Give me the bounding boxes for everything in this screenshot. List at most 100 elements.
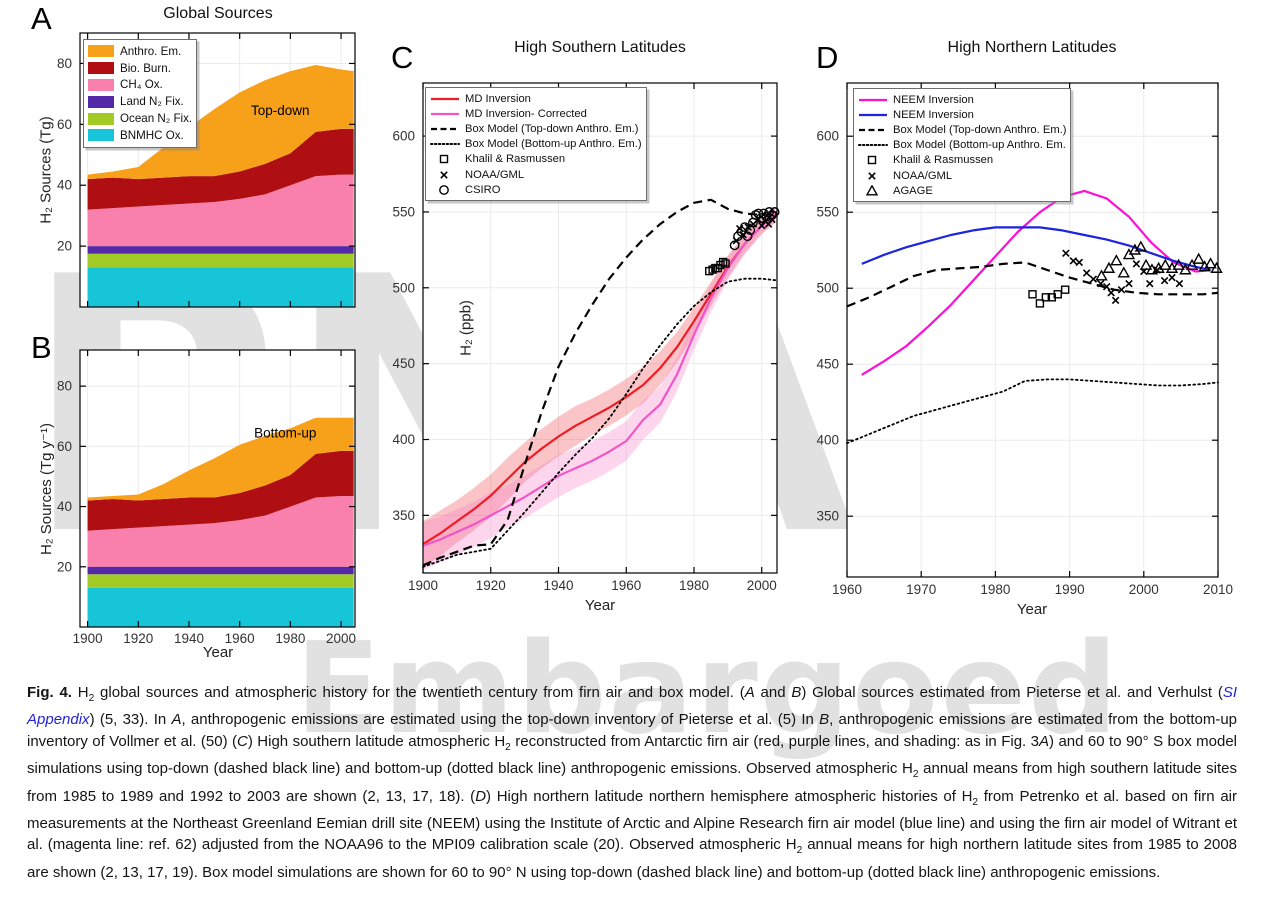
caption-segment: and (754, 684, 792, 701)
panel-b-x-axis-label: Year (202, 644, 234, 661)
svg-text:350: 350 (816, 509, 839, 524)
series-neem-inversion-instaar-firn-model (861, 226, 1211, 272)
line-sample-icon (858, 144, 888, 147)
legend-entry-csiro: CSIRO (430, 182, 642, 197)
area-land-n-fix (87, 246, 354, 254)
legend-label: Anthro. Em. (120, 44, 182, 58)
legend-label: Box Model (Top-down Anthro. Em.) (465, 122, 639, 135)
line-sample-icon (431, 112, 459, 115)
series-box-model-top-down-anthro-em (422, 198, 776, 567)
legend-entry-neem-inversion: NEEM Inversion (858, 107, 1066, 122)
markers-khalil-rasmussen (1028, 285, 1070, 308)
caption-segment: 2 (912, 769, 919, 781)
legend-sample (430, 153, 460, 165)
legend-entry-noaa-gml: NOAA/GML (430, 167, 642, 182)
series-box-model-top-down-anthro-em (846, 261, 1219, 308)
legend-entry-md-inversion-corrected: MD Inversion- Corrected (430, 106, 642, 121)
panel-a-legend: Anthro. Em. Bio. Burn. CH₄ Ox. Land N₂ Fix.… (83, 39, 198, 148)
svg-text:60: 60 (57, 117, 72, 132)
legend-label: BNMHC Ox. (120, 128, 184, 142)
svg-text:1960: 1960 (225, 631, 255, 646)
svg-text:80: 80 (57, 379, 72, 394)
caption-segment: 2 (972, 796, 979, 808)
legend-sample (858, 109, 888, 121)
panel-c-y-axis-label: H₂ (ppb) (457, 300, 475, 356)
markers-khalil-rasmussen (705, 257, 730, 276)
legend-sample (858, 139, 888, 151)
svg-text:600: 600 (392, 129, 415, 144)
series-md-inversion-corrected (422, 214, 776, 547)
legend-label: Ocean N₂ Fix. (120, 112, 193, 126)
legend-entry-box-model-bottom-up-anthro-em: Box Model (Bottom-up Anthro. Em.) (430, 137, 642, 152)
caption-segment: ) High northern latitude northern hemisp… (486, 787, 973, 805)
legend-sample (430, 184, 460, 196)
caption-segment: D (475, 787, 487, 805)
color-swatch-icon (88, 129, 114, 142)
svg-text:60: 60 (57, 439, 72, 454)
caption-segment: from Petrenko et al. based on firn air m… (27, 787, 1237, 854)
line-sample-icon (430, 143, 460, 146)
area-bio-burn (87, 128, 354, 210)
svg-text:40: 40 (57, 499, 72, 514)
caption-segment: Fig. 4. (27, 684, 72, 701)
legend-label: Bio. Burn. (120, 61, 171, 75)
panel-c-label: C (391, 40, 414, 75)
legend-label: Khalil & Rasmussen (465, 153, 566, 166)
line-sample-icon (859, 98, 887, 101)
area-ocean-n-fix (87, 574, 354, 588)
panel-d-title: High Northern Latitudes (947, 39, 1117, 56)
legend-sample (430, 108, 460, 120)
tick-marks (422, 83, 777, 573)
svg-text:400: 400 (392, 432, 415, 447)
area-ocean-n-fix (87, 253, 354, 268)
svg-text:1980: 1980 (980, 582, 1010, 597)
panel-a-title: Global Sources (163, 5, 273, 22)
caption-segment: annual means from high southern latitude… (27, 760, 1238, 805)
caption-segment: B (819, 711, 830, 729)
square-marker-icon (867, 156, 877, 165)
legend-label: CH₄ Ox. (120, 78, 163, 92)
caption-segment: B (791, 684, 802, 701)
legend-label: Box Model (Bottom-up Anthro. Em.) (465, 138, 642, 151)
line-sample-icon (859, 113, 887, 116)
legend-entry-ocean-n-fix: Ocean N₂ Fix. (88, 110, 192, 127)
legend-sample (430, 138, 460, 150)
svg-text:550: 550 (816, 205, 839, 220)
legend-label: Box Model (Top-down Anthro. Em.) (893, 123, 1067, 136)
legend-label: NEEM Inversion (893, 108, 974, 121)
svg-text:500: 500 (816, 281, 839, 296)
legend-entry-box-model-bottom-up-anthro-em: Box Model (Bottom-up Anthro. Em. (858, 138, 1066, 153)
svg-text:1900: 1900 (73, 631, 103, 646)
legend-label: MD Inversion (465, 92, 531, 105)
legend-sample (430, 169, 460, 181)
area-bnmhc-ox (87, 587, 354, 627)
svg-text:600: 600 (816, 129, 839, 144)
caption-segment: global sources and atmospheric history f… (94, 684, 745, 701)
caption-segment: A (171, 711, 182, 729)
tick-labels: 20 40 60 80 (57, 56, 72, 254)
stacked-areas (87, 65, 354, 307)
svg-text:1980: 1980 (275, 631, 305, 646)
color-swatch-icon (88, 45, 114, 58)
si-appendix-link[interactable]: SI Appendix (27, 684, 1238, 729)
panel-a-y-axis-label: H₂ Sources (Tg) (37, 116, 55, 224)
svg-text:1940: 1940 (543, 578, 573, 593)
plot-border (79, 349, 356, 628)
svg-text:1970: 1970 (906, 582, 936, 597)
legend-entry-bio-burn: Bio. Burn. (88, 60, 192, 77)
svg-text:2000: 2000 (747, 578, 777, 593)
svg-text:1920: 1920 (123, 631, 153, 646)
stacked-areas (87, 417, 354, 627)
svg-text:80: 80 (57, 56, 72, 71)
legend-sample (430, 93, 460, 105)
svg-text:400: 400 (816, 433, 839, 448)
legend-entry-neem-inversion: NEEM Inversion (858, 92, 1066, 107)
caption-segment: annual means for high northern latitude … (27, 836, 1238, 881)
panel-b-label: B (31, 330, 52, 365)
annotation-bottom-up: Bottom-up (254, 425, 316, 440)
legend-label: Land N₂ Fix. (120, 95, 184, 109)
legend-label: NEEM Inversion (893, 93, 974, 106)
legend-label: MD Inversion- Corrected (465, 107, 587, 120)
panel-d-label: D (816, 40, 839, 75)
area-bnmhc-ox (87, 267, 354, 307)
